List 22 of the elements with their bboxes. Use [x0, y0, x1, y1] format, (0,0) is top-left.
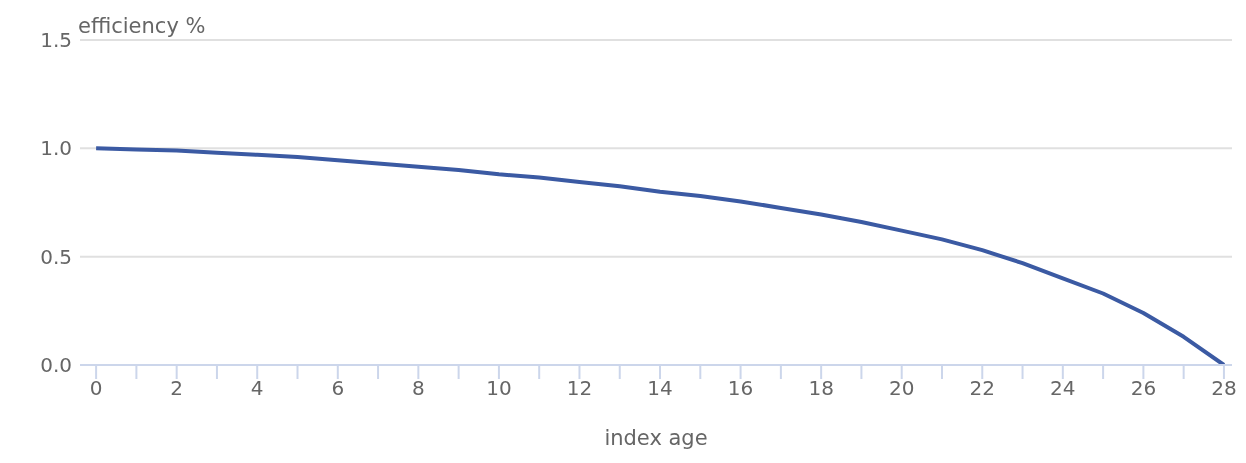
x-tick-label: 12 [566, 376, 593, 401]
x-tick-label: 26 [1130, 376, 1157, 401]
y-tick-label: 1.5 [40, 28, 72, 53]
x-axis-title: index age [604, 426, 708, 450]
x-tick-label: 0 [89, 376, 103, 401]
x-tick-label: 20 [888, 376, 915, 401]
x-tick-label: 6 [331, 376, 345, 401]
x-tick-label: 28 [1211, 376, 1237, 401]
x-tick-label: 8 [411, 376, 425, 401]
y-tick-label: 0.0 [40, 353, 72, 378]
x-tick-label: 16 [727, 376, 754, 401]
y-axis-title: efficiency % [78, 14, 206, 38]
x-tick-label: 4 [250, 376, 264, 401]
x-tick-label: 24 [1050, 376, 1076, 401]
x-tick-label: 18 [808, 376, 834, 401]
x-tick-label: 10 [486, 376, 512, 401]
x-tick-label: 14 [647, 376, 673, 401]
y-tick-label: 0.5 [40, 244, 72, 269]
line-series [94, 146, 1226, 365]
x-tick-label: 22 [969, 376, 995, 401]
x-tick-label: 2 [170, 376, 184, 401]
y-tick-label: 1.0 [40, 136, 72, 161]
